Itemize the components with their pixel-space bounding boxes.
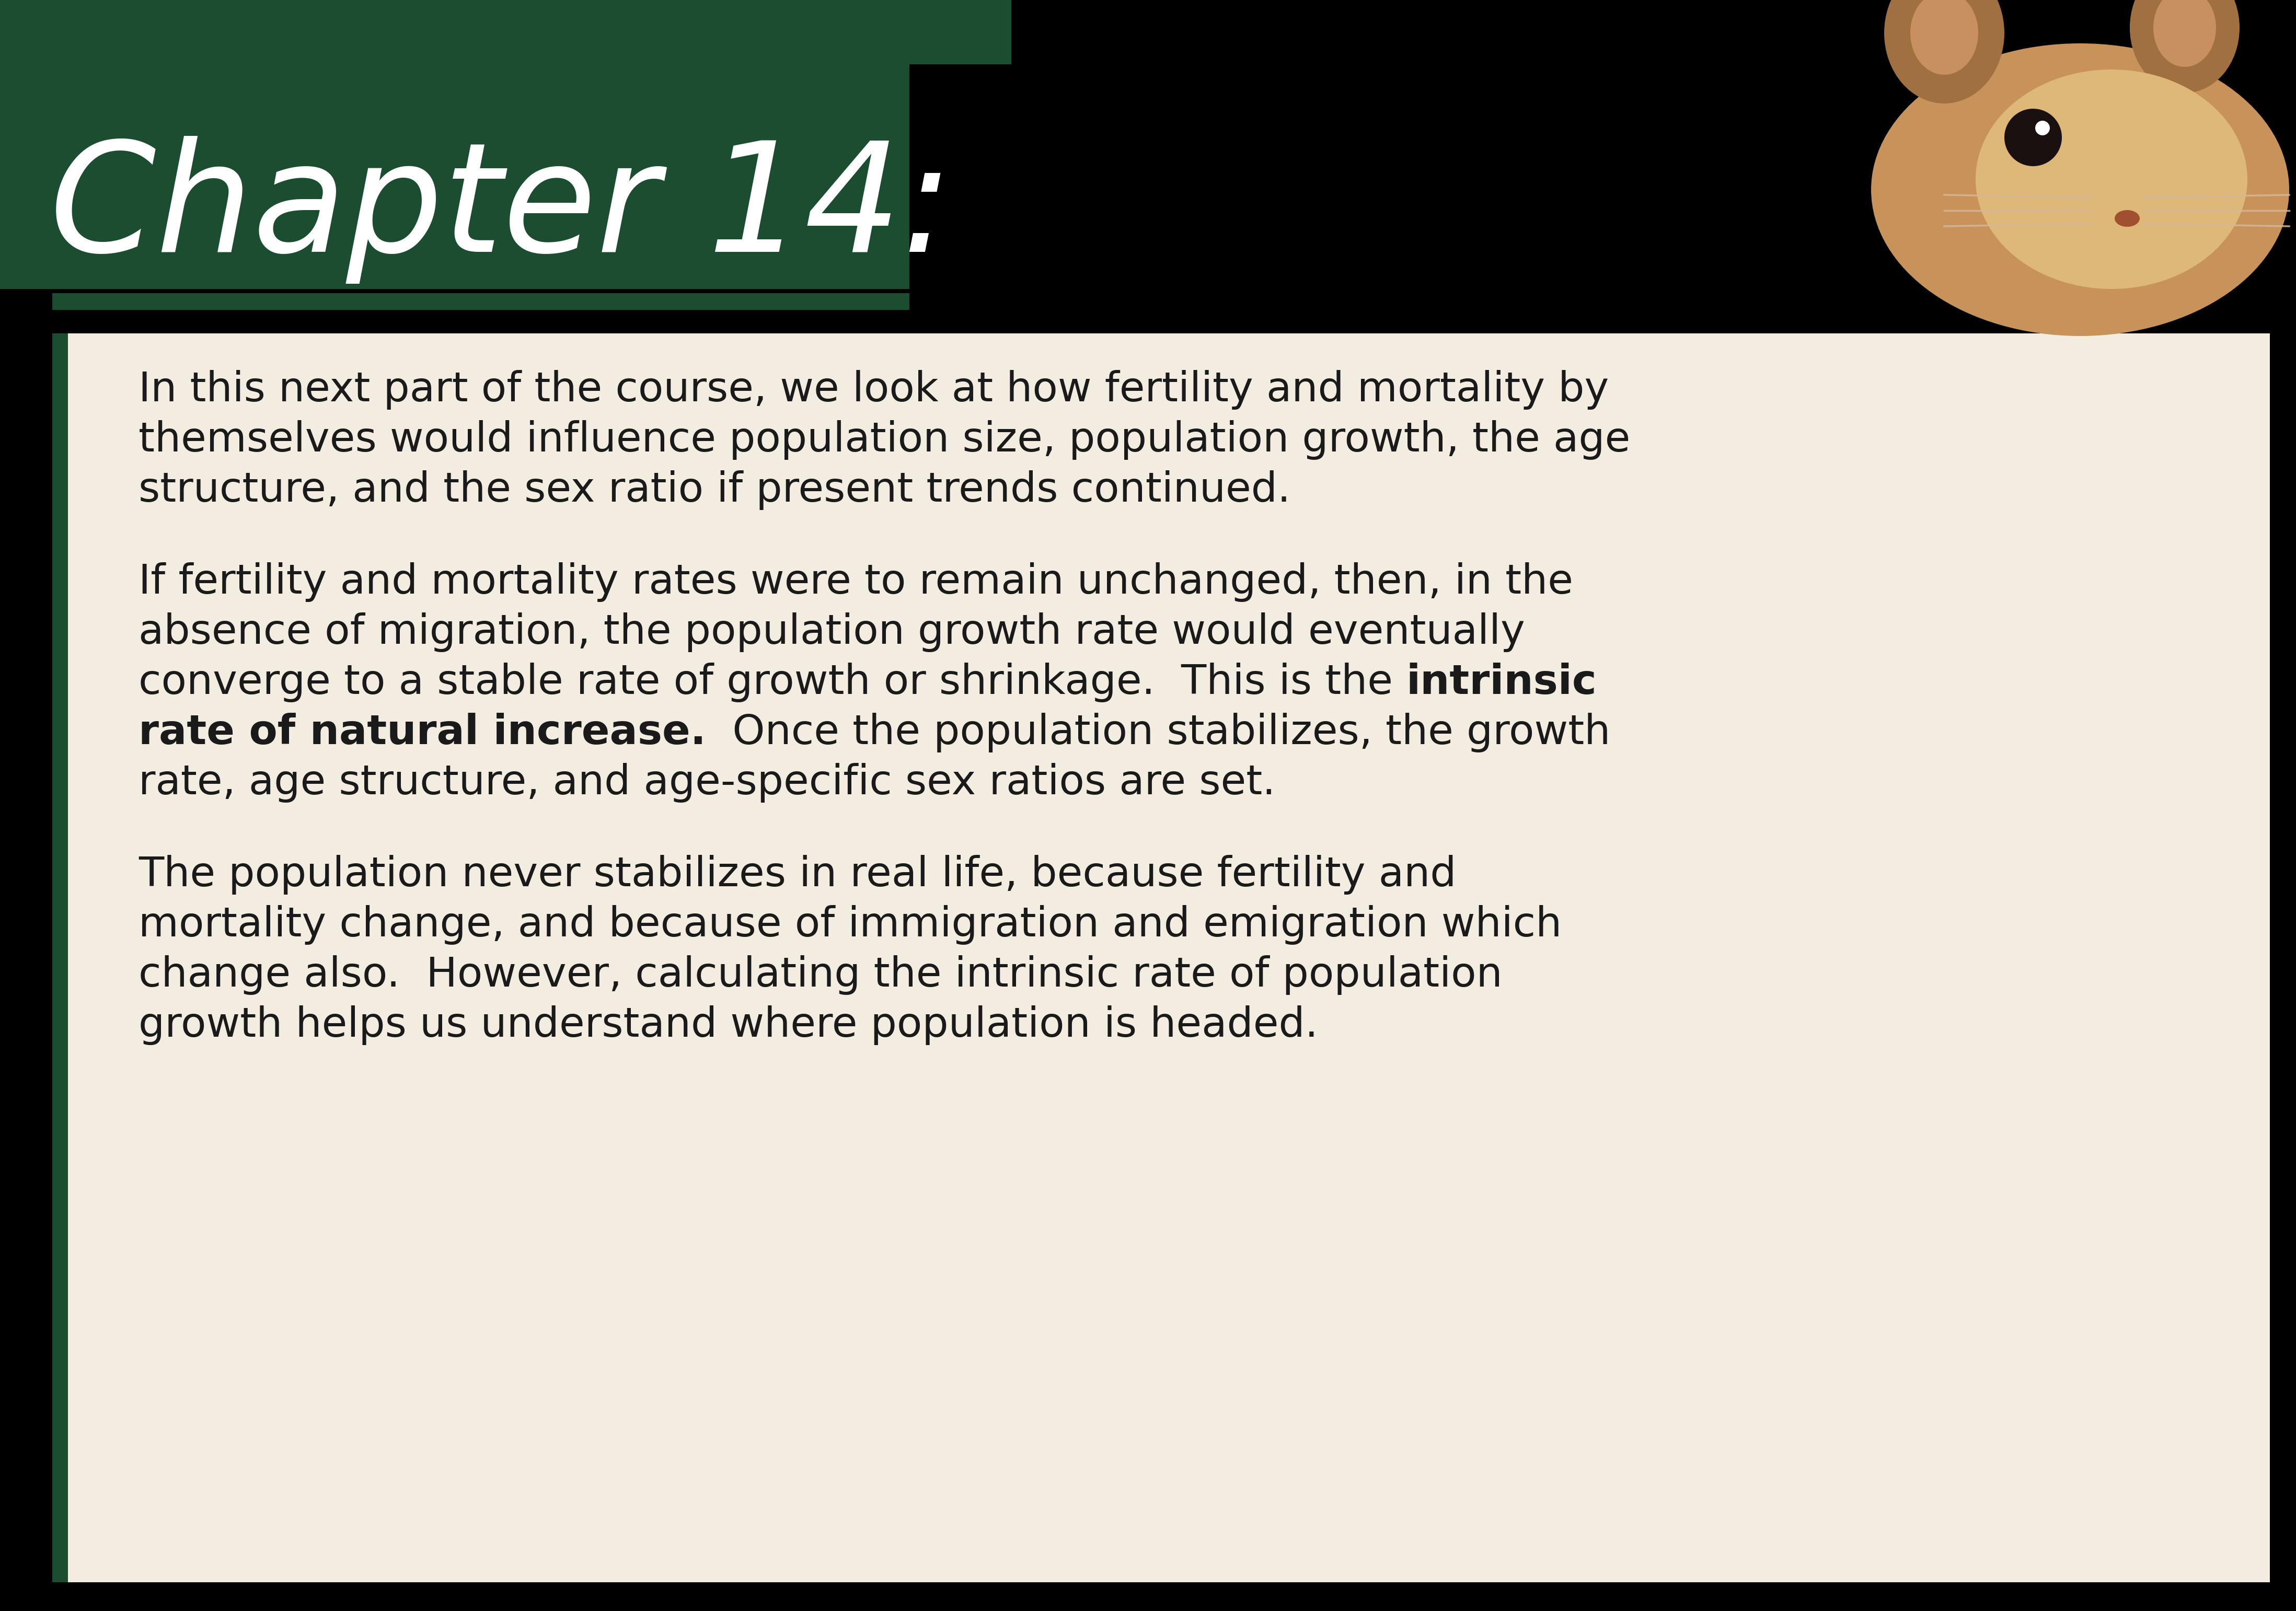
- Text: converge to a stable rate of growth or shrinkage.  This is the: converge to a stable rate of growth or s…: [138, 662, 1405, 702]
- Circle shape: [2004, 108, 2062, 166]
- Bar: [53, 293, 909, 309]
- Text: intrinsic: intrinsic: [1405, 662, 1596, 702]
- Text: In this next part of the course, we look at how fertility and mortality by: In this next part of the course, we look…: [138, 371, 1609, 409]
- Ellipse shape: [1910, 0, 1979, 74]
- Circle shape: [2034, 121, 2050, 135]
- Text: Chapter 14:: Chapter 14:: [51, 135, 953, 284]
- Text: The population never stabilizes in real life, because fertility and: The population never stabilizes in real …: [138, 855, 1456, 894]
- Text: rate of natural increase.: rate of natural increase.: [138, 712, 707, 752]
- Text: rate, age structure, and age-specific sex ratios are set.: rate, age structure, and age-specific se…: [138, 764, 1277, 802]
- Bar: [53, 333, 69, 1582]
- Bar: [909, 0, 1010, 64]
- Ellipse shape: [1871, 43, 2289, 337]
- Bar: [53, 333, 2271, 1582]
- Ellipse shape: [1975, 69, 2248, 288]
- Text: change also.  However, calculating the intrinsic rate of population: change also. However, calculating the in…: [138, 955, 1502, 996]
- Text: Once the population stabilizes, the growth: Once the population stabilizes, the grow…: [707, 712, 1609, 752]
- Text: growth helps us understand where population is headed.: growth helps us understand where populat…: [138, 1005, 1318, 1046]
- Text: mortality change, and because of immigration and emigration which: mortality change, and because of immigra…: [138, 905, 1561, 944]
- Text: absence of migration, the population growth rate would eventually: absence of migration, the population gro…: [138, 612, 1525, 652]
- Text: structure, and the sex ratio if present trends continued.: structure, and the sex ratio if present …: [138, 470, 1290, 511]
- Text: themselves would influence population size, population growth, the age: themselves would influence population si…: [138, 420, 1630, 459]
- Text: If fertility and mortality rates were to remain unchanged, then, in the: If fertility and mortality rates were to…: [138, 562, 1573, 603]
- Ellipse shape: [1885, 0, 2004, 103]
- Bar: [0, 0, 909, 288]
- Ellipse shape: [2131, 0, 2239, 93]
- Ellipse shape: [2115, 209, 2140, 227]
- Ellipse shape: [2154, 0, 2216, 68]
